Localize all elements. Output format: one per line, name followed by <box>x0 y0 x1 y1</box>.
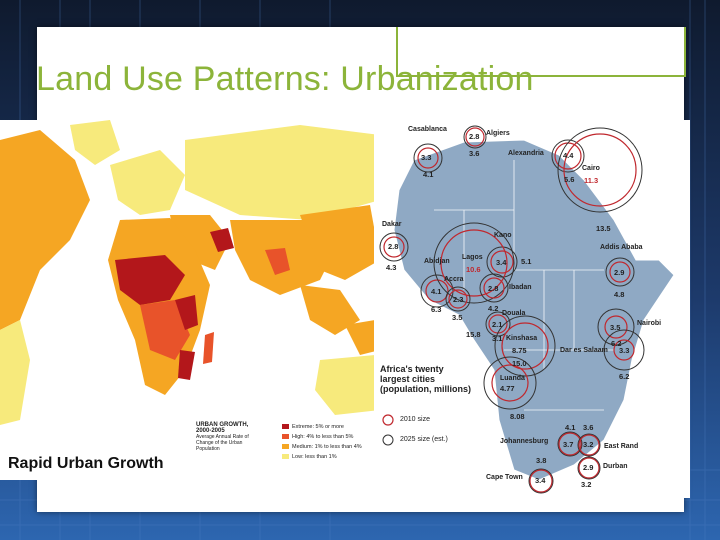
city-2010-value: 2.9 <box>583 463 594 472</box>
city-2025-value: 4.1 <box>423 170 434 179</box>
legend-swatch <box>282 454 289 460</box>
city-label: Addis Ababa <box>600 244 643 251</box>
key-circle-2025 <box>382 434 394 446</box>
city-label: Alexandria <box>508 150 544 157</box>
legend-swatch <box>282 434 289 440</box>
city-2010-value: 3.5 <box>610 323 621 332</box>
city-label: Luanda <box>500 375 525 382</box>
legend-item-high: High: 4% to less than 5% <box>282 434 353 440</box>
legend-item-label: Medium: 1% to less than 4% <box>292 444 362 450</box>
africa-caption-line: largest cities <box>380 374 436 384</box>
city-2010-value: 2.1 <box>492 320 503 329</box>
city-label: Dakar <box>382 221 402 228</box>
legend-item-label: High: 4% to less than 5% <box>292 434 354 440</box>
africa-caption-line: Africa's twenty <box>380 364 444 374</box>
title-tab-decoration <box>396 27 686 77</box>
city-label: Kano <box>494 232 512 239</box>
city-2010-value: 4.1 <box>431 287 442 296</box>
city-2010-value: 4.4 <box>563 151 574 160</box>
city-label: Johannesburg <box>500 438 549 445</box>
city-label: East Rand <box>604 443 639 450</box>
africa-cities-map: Casablanca 3.3 4.1 Algiers 2.8 3.6 Alexa… <box>374 120 690 498</box>
africa-caption-line: (population, millions) <box>380 384 471 394</box>
city-2025-value: 4.3 <box>386 263 397 272</box>
city-2025-value: 4.1 <box>565 423 576 432</box>
city-label: Nairobi <box>637 320 662 327</box>
city-2025-value: 5.6 <box>564 175 575 184</box>
city-2025-value: 13.5 <box>596 224 611 233</box>
city-label: Kinshasa <box>506 335 538 342</box>
city-2010-value: 11.3 <box>584 176 599 185</box>
city-2010-value: 4.77 <box>500 384 515 393</box>
city-2010-value: 3.4 <box>535 476 546 485</box>
city-label: Accra <box>444 276 464 283</box>
key-circle-2010 <box>382 414 394 426</box>
city-2010-value: 3.4 <box>496 258 507 267</box>
world-map-caption: Rapid Urban Growth <box>8 455 164 472</box>
city-2010-value: 3.2 <box>583 440 594 449</box>
city-2025-value: 8.08 <box>510 412 525 421</box>
city-2025-value: 6.2 <box>611 339 622 348</box>
city-2025-value: 6.2 <box>619 372 630 381</box>
urban-growth-legend: URBAN GROWTH, 2000-2005 Average Annual R… <box>196 422 386 460</box>
legend-item-low: Low: less than 1% <box>282 454 337 460</box>
legend-years: 2000-2005 <box>196 428 225 434</box>
city-label: Dar es Salaam <box>560 347 608 354</box>
city-label: Cape Town <box>486 474 523 481</box>
city-2010-value: 2.9 <box>614 268 625 277</box>
legend-subtitle-line: Change of the Urban <box>196 440 243 446</box>
city-2025-value: 4.8 <box>614 290 625 299</box>
africa-map-caption: Africa's twenty largest cities (populati… <box>380 364 471 394</box>
legend-subtitle: Average Annual Rate of Change of the Urb… <box>196 434 386 452</box>
city-2025-value: 5.1 <box>521 257 532 266</box>
city-2025-value: 3.6 <box>583 423 594 432</box>
city-label: Douala <box>502 310 526 317</box>
city-label: Abidjan <box>424 258 450 265</box>
key-label-2025: 2025 size (est.) <box>400 436 448 443</box>
city-2025-value: 3.8 <box>536 456 547 465</box>
city-2010-value: 3.7 <box>563 440 574 449</box>
city-label: Casablanca <box>408 126 447 133</box>
city-2010-value: 3.3 <box>421 153 432 162</box>
legend-item-medium: Medium: 1% to less than 4% <box>282 444 362 450</box>
city-2010-value: 8.75 <box>512 346 527 355</box>
africa-map-graphic <box>379 125 675 494</box>
slide-title: Land Use Patterns: Urbanization <box>36 60 534 98</box>
city-label: Cairo <box>582 165 600 172</box>
legend-title: URBAN GROWTH, <box>196 422 249 428</box>
world-map-graphic <box>0 120 380 480</box>
city-2025-value: 4.2 <box>488 304 499 313</box>
key-label-2010: 2010 size <box>400 416 430 423</box>
city-2025-value: 15.0 <box>512 359 527 368</box>
city-label: Ibadan <box>509 284 532 291</box>
legend-item-label: Low: less than 1% <box>292 454 337 460</box>
city-label: Algiers <box>486 130 510 137</box>
legend-item-label: Extreme: 5% or more <box>292 424 344 430</box>
legend-swatch <box>282 424 289 430</box>
legend-subtitle-line: Population <box>196 446 220 452</box>
city-2010-value: 2.8 <box>469 132 480 141</box>
city-2025-value: 15.8 <box>466 330 481 339</box>
city-2025-value: 3.2 <box>581 480 592 489</box>
world-urban-growth-map: Rapid Urban Growth URBAN GROWTH, 2000-20… <box>0 120 380 480</box>
city-2010-value: 2.3 <box>453 295 464 304</box>
city-2025-value: 3.6 <box>469 149 480 158</box>
city-2025-value: 3.1 <box>492 334 503 343</box>
city-2025-value: 6.3 <box>431 305 442 314</box>
city-2025-value: 3.5 <box>452 313 463 322</box>
legend-swatch <box>282 444 289 450</box>
city-2010-value: 2.8 <box>488 284 499 293</box>
city-label: Durban <box>603 463 628 470</box>
city-2010-value: 2.8 <box>388 242 399 251</box>
city-2010-value: 10.6 <box>466 265 481 274</box>
city-label: Lagos <box>462 254 483 261</box>
city-2010-value: 3.3 <box>619 346 630 355</box>
legend-subtitle-line: Average Annual Rate of <box>196 434 249 440</box>
legend-item-extreme: Extreme: 5% or more <box>282 424 344 430</box>
